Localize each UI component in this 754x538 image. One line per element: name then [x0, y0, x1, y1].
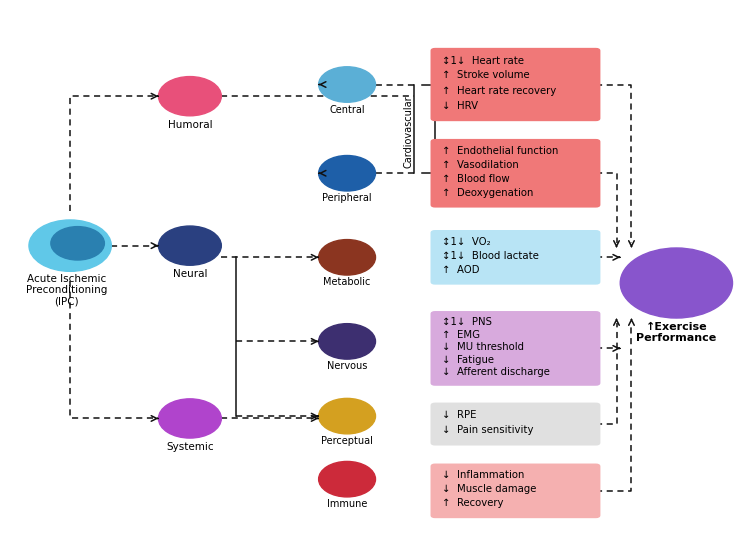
Text: ↓  HRV: ↓ HRV — [443, 101, 479, 111]
Text: Acute Ischemic
Preconditioning
(IPC): Acute Ischemic Preconditioning (IPC) — [26, 274, 107, 307]
Text: ↓  Pain sensitivity: ↓ Pain sensitivity — [443, 425, 534, 435]
Text: ↓  RPE: ↓ RPE — [443, 410, 477, 420]
FancyBboxPatch shape — [431, 230, 600, 285]
Text: Systemic: Systemic — [166, 442, 213, 452]
Text: ↑  Heart rate recovery: ↑ Heart rate recovery — [443, 86, 556, 96]
Text: ↕1↓  Heart rate: ↕1↓ Heart rate — [443, 55, 525, 66]
Text: Peripheral: Peripheral — [322, 193, 372, 203]
Text: Neural: Neural — [173, 269, 207, 279]
Text: ↕1↓  VO₂: ↕1↓ VO₂ — [443, 237, 491, 247]
Text: ↓  Inflammation: ↓ Inflammation — [443, 470, 525, 480]
Text: Nervous: Nervous — [327, 362, 367, 371]
Text: Metabolic: Metabolic — [323, 278, 371, 287]
Text: Central: Central — [329, 104, 365, 115]
Circle shape — [319, 155, 375, 191]
Text: Cardiovascular: Cardiovascular — [403, 95, 413, 167]
Circle shape — [158, 399, 222, 438]
FancyBboxPatch shape — [431, 311, 600, 386]
Circle shape — [621, 248, 733, 318]
FancyBboxPatch shape — [431, 139, 600, 208]
FancyBboxPatch shape — [431, 402, 600, 445]
Text: ↓  Afferent discharge: ↓ Afferent discharge — [443, 367, 550, 377]
Text: ↑  Recovery: ↑ Recovery — [443, 499, 504, 508]
Text: ↑  Stroke volume: ↑ Stroke volume — [443, 70, 530, 81]
Text: ↕1↓  Blood lactate: ↕1↓ Blood lactate — [443, 251, 539, 261]
FancyBboxPatch shape — [431, 48, 600, 121]
Text: ↑  AOD: ↑ AOD — [443, 265, 480, 275]
Circle shape — [319, 398, 375, 434]
Circle shape — [51, 226, 104, 260]
Text: ↓  Muscle damage: ↓ Muscle damage — [443, 484, 537, 494]
Circle shape — [319, 462, 375, 497]
Circle shape — [319, 239, 375, 275]
Text: ↑Exercise
Performance: ↑Exercise Performance — [636, 322, 716, 343]
Text: ↓  Fatigue: ↓ Fatigue — [443, 355, 495, 365]
Text: Humoral: Humoral — [167, 119, 212, 130]
Text: Immune: Immune — [327, 499, 367, 509]
Text: ↑  EMG: ↑ EMG — [443, 330, 480, 339]
Text: ↑  Blood flow: ↑ Blood flow — [443, 174, 510, 184]
Text: ↕1↓  PNS: ↕1↓ PNS — [443, 317, 492, 327]
Circle shape — [158, 226, 222, 265]
Text: Perceptual: Perceptual — [321, 436, 373, 446]
Circle shape — [319, 67, 375, 102]
Text: ↓  MU threshold: ↓ MU threshold — [443, 342, 525, 352]
Circle shape — [319, 324, 375, 359]
FancyBboxPatch shape — [431, 464, 600, 518]
Text: ↑  Deoxygenation: ↑ Deoxygenation — [443, 188, 534, 198]
Text: ↑  Vasodilation: ↑ Vasodilation — [443, 160, 520, 170]
Circle shape — [158, 76, 222, 116]
Circle shape — [29, 220, 112, 271]
Text: ↑  Endothelial function: ↑ Endothelial function — [443, 146, 559, 156]
